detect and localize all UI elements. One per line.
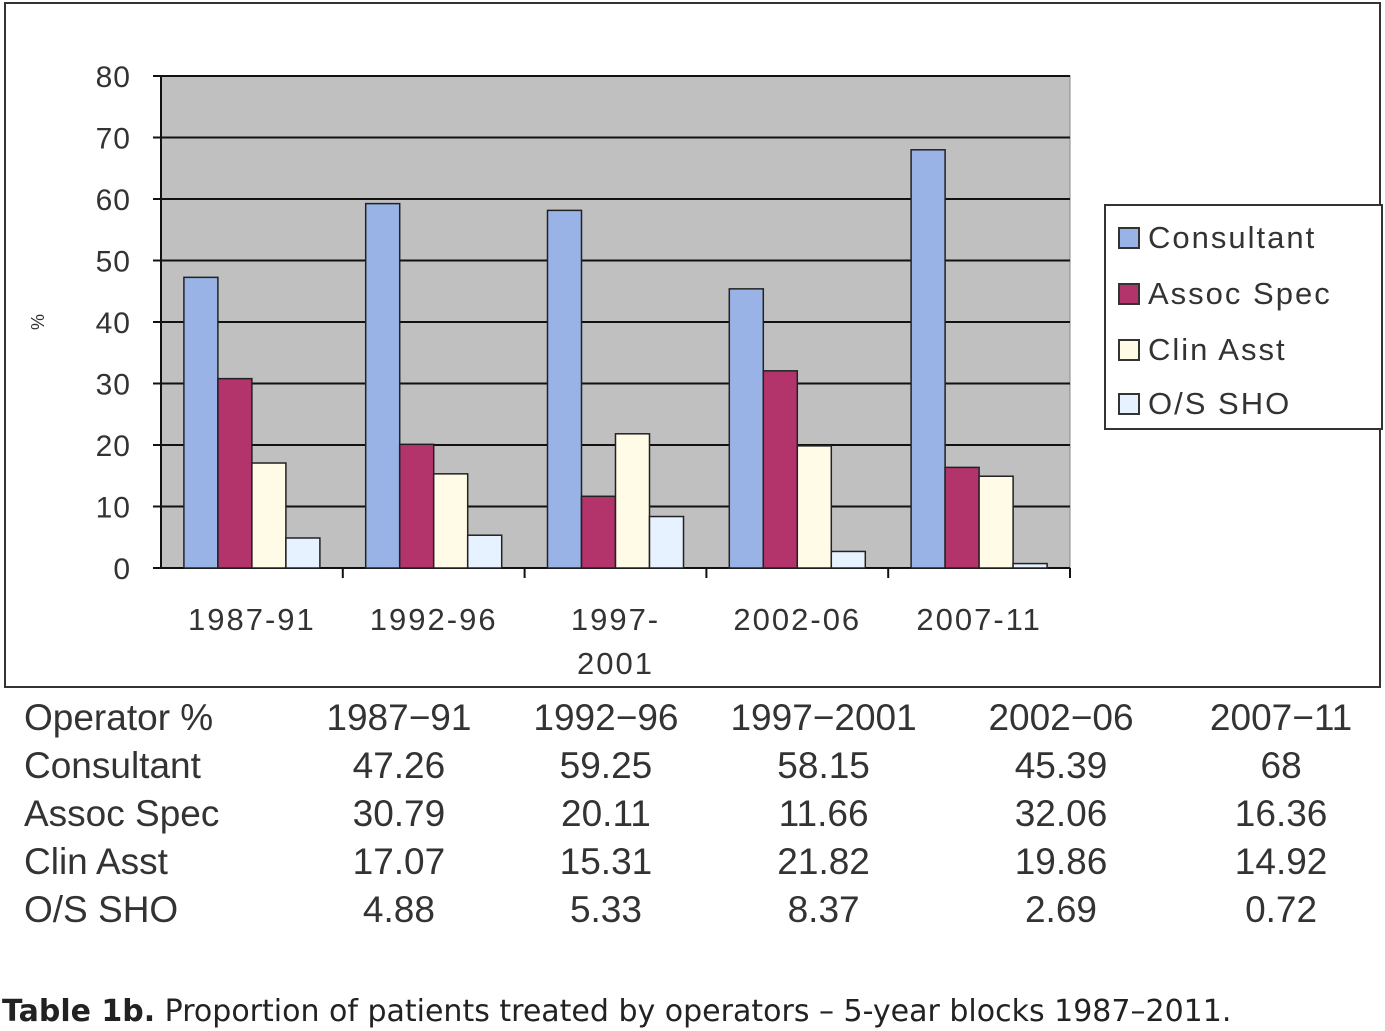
table-header-cell: 2007−11: [1209, 697, 1353, 738]
bar: [728, 288, 765, 569]
x-tick-label: 1992-96: [370, 602, 498, 637]
y-tick-label: 20: [96, 430, 131, 463]
x-tick-label: 2002-06: [733, 602, 861, 637]
legend-swatch: [1118, 339, 1140, 361]
y-tick-label: 70: [96, 123, 131, 156]
data-table: Operator % 1987−91 1992−96 1997−2001 200…: [24, 694, 1385, 934]
bar: [364, 202, 401, 569]
bar: [466, 534, 503, 569]
table-row: Consultant 47.26 59.25 58.15 45.39 68: [24, 742, 1385, 790]
legend-swatch: [1118, 393, 1140, 415]
table-cell: 47.26: [352, 745, 446, 786]
table-cell: Assoc Spec: [24, 793, 220, 834]
table-cell: 2.69: [1024, 889, 1097, 930]
bar: [1012, 562, 1048, 569]
caption-label: Table 1b.: [2, 994, 156, 1029]
bar: [796, 445, 833, 569]
table-cell: 68: [1260, 745, 1302, 786]
table-header-cell: 2002−06: [988, 697, 1134, 738]
x-tick-label: 2001: [577, 646, 654, 681]
bar: [398, 443, 435, 569]
y-tick-label: 50: [96, 246, 131, 279]
bar: [648, 515, 685, 569]
bar: [217, 377, 253, 569]
x-tick-label: 1997-: [571, 602, 660, 637]
table-cell: 16.36: [1234, 793, 1328, 834]
table-cell: O/S SHO: [24, 889, 179, 930]
legend-item-clin-asst: Clin Asst: [1118, 330, 1287, 370]
table-row: Clin Asst 17.07 15.31 21.82 19.86 14.92: [24, 838, 1385, 886]
table-cell: 4.88: [362, 889, 435, 930]
bar: [762, 370, 799, 569]
bar: [251, 462, 287, 569]
legend-item-consultant: Consultant: [1118, 218, 1316, 258]
chart-legend: Consultant Assoc Spec Clin Asst O/S SHO: [1104, 204, 1383, 430]
bar: [432, 473, 469, 569]
y-tick-label: 0: [113, 553, 131, 586]
legend-label: O/S SHO: [1148, 386, 1292, 421]
table-header-row: Operator % 1987−91 1992−96 1997−2001 200…: [24, 694, 1385, 742]
table-cell: 59.25: [559, 745, 653, 786]
legend-item-os-sho: O/S SHO: [1118, 384, 1291, 424]
chart-frame: 0 10 20 30 40 50 60 70 80% 1987-91 1992-96 1997- 200…: [4, 2, 1383, 688]
legend-swatch: [1118, 227, 1140, 249]
bar: [978, 475, 1014, 569]
y-tick-label: 30: [96, 369, 131, 402]
bar: [285, 537, 321, 569]
bar: [830, 550, 867, 569]
x-tick-label: 2007-11: [916, 602, 1041, 637]
table-cell: Clin Asst: [24, 841, 168, 882]
table-cell: 14.92: [1234, 841, 1328, 882]
table-cell: 17.07: [352, 841, 446, 882]
legend-swatch: [1118, 283, 1140, 305]
table-cell: Consultant: [24, 745, 201, 786]
x-tick-label: 1987-91: [188, 602, 316, 637]
bar-chart: 0 10 20 30 40 50 60 70 80% 1987-91 1992-96 1997- 200…: [28, 61, 1071, 681]
legend-item-assoc-spec: Assoc Spec: [1118, 274, 1332, 314]
legend-label: Consultant: [1148, 220, 1317, 255]
table-header-cell: Operator %: [24, 697, 214, 738]
y-axis-label: %: [28, 314, 48, 330]
bar: [910, 149, 946, 569]
bar: [614, 433, 651, 569]
table-cell: 5.33: [569, 889, 642, 930]
bar: [183, 276, 219, 569]
table-header-cell: 1992−96: [533, 697, 679, 738]
table-row: O/S SHO 4.88 5.33 8.37 2.69 0.72: [24, 886, 1385, 934]
bar: [580, 495, 617, 569]
table-cell: 8.37: [787, 889, 860, 930]
y-tick-label: 60: [96, 184, 131, 217]
table-cell: 20.11: [561, 793, 651, 834]
bar: [546, 209, 583, 569]
table-cell: 32.06: [1014, 793, 1108, 834]
y-tick-label: 10: [96, 492, 131, 525]
table-cell: 21.82: [777, 841, 870, 882]
table-header-cell: 1987−91: [326, 697, 472, 738]
table-header-cell: 1997−2001: [730, 697, 917, 738]
bar: [944, 466, 980, 569]
legend-label: Clin Asst: [1148, 332, 1287, 367]
table-row: Assoc Spec 30.79 20.11 11.66 32.06 16.36: [24, 790, 1385, 838]
table-cell: 0.72: [1245, 889, 1318, 930]
table-cell: 19.86: [1014, 841, 1108, 882]
legend-label: Assoc Spec: [1148, 276, 1332, 311]
table-cell: 45.39: [1014, 745, 1108, 786]
y-tick-label: 40: [96, 307, 131, 340]
table-cell: 15.31: [559, 841, 653, 882]
figure-caption: Table 1b. Proportion of patients treated…: [2, 994, 1231, 1029]
table-cell: 58.15: [777, 745, 870, 786]
y-tick-label: 80: [96, 61, 131, 94]
table-cell: 30.79: [352, 793, 446, 834]
table-cell: 11.66: [778, 793, 869, 834]
caption-text: Proportion of patients treated by operat…: [155, 994, 1232, 1029]
